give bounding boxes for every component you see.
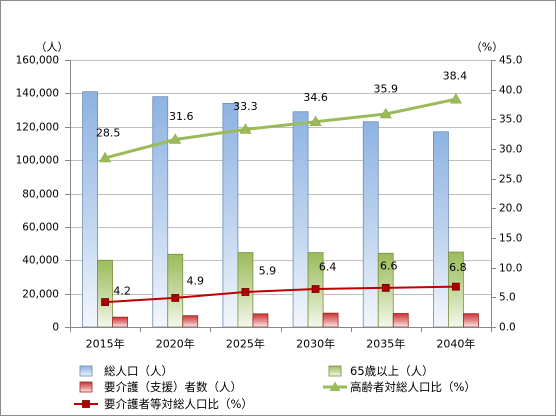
x-axis-label-2015: 2015年	[86, 337, 125, 351]
line-series	[99, 93, 462, 306]
y-axis-tick-label: 20,000	[22, 289, 59, 301]
legend-label-total-population: 総人口（人）	[104, 364, 173, 378]
line-care-needed-ratio	[105, 285, 456, 304]
legend-item-age-65-plus: 65歳以上（人）	[328, 364, 434, 378]
bar-total-population-2035	[362, 121, 379, 328]
data-label-elderly-ratio-2035: 35.9	[374, 82, 399, 95]
legend-swatch-age-65-plus	[328, 365, 342, 377]
legend-item-care-needed: 要介護（支援）者数（人）	[79, 380, 242, 394]
y2-axis-tick-label: 20.0	[499, 203, 522, 215]
legend-label-age-65-plus: 65歳以上（人）	[350, 364, 434, 378]
data-label-elderly-ratio-2025: 33.3	[233, 100, 258, 113]
y2-axis-tick-label: 45.0	[499, 55, 522, 67]
x-axis-label-2030: 2030年	[296, 337, 335, 351]
y2-axis-tick-label: 30.0	[499, 144, 522, 156]
data-label-care-needed-ratio-2020: 4.9	[187, 274, 205, 287]
legend-item-elderly-ratio: 高齢者対総人口比（%）	[323, 380, 476, 394]
point-elderly-ratio-2035	[379, 107, 392, 119]
y-axis-tick-label: 120,000	[16, 122, 59, 134]
line-elderly-ratio	[104, 97, 457, 160]
legend-label-care-needed: 要介護（支援）者数（人）	[104, 380, 242, 394]
x-axis-label-2040: 2040年	[436, 337, 475, 351]
y2-axis-unit: （%）	[471, 41, 503, 54]
gridlines	[70, 60, 491, 295]
x-axis-label-2035: 2035年	[366, 337, 405, 351]
point-care-needed-ratio-2030	[311, 285, 320, 293]
y-axis-tick-label: 160,000	[16, 55, 59, 67]
legend-label-elderly-ratio: 高齢者対総人口比（%）	[350, 380, 476, 394]
x-axis-label-2025: 2025年	[226, 337, 265, 351]
y-axis-tick-label: 100,000	[16, 155, 59, 167]
x-axis-label-2020: 2020年	[156, 337, 195, 351]
y-axis-tick-label: 80,000	[22, 189, 59, 201]
point-care-needed-ratio-2040	[452, 282, 460, 291]
bar-total-population-2020	[152, 96, 169, 328]
bar-age-65-plus-2020	[167, 253, 184, 328]
legend-item-total-population: 総人口（人）	[79, 364, 173, 378]
point-care-needed-ratio-2025	[241, 288, 250, 296]
y2-axis-tick-label: 25.0	[499, 174, 522, 186]
point-elderly-ratio-2040	[449, 93, 462, 104]
y-axis-tick-label: 60,000	[22, 222, 59, 234]
data-label-care-needed-ratio-2025: 5.9	[259, 264, 277, 277]
legend-swatch-total-population	[79, 365, 93, 377]
data-labels: 28.5 31.6 33.3 34.6 35.9 38.4 4.2 4.9 5.9 6.4 6.6 6…	[96, 70, 467, 298]
bar-care-needed-2025	[252, 313, 269, 328]
y2-axis-tick-label: 40.0	[499, 85, 522, 97]
point-care-needed-ratio-2020	[171, 294, 180, 302]
bar-age-65-plus-2015	[97, 259, 113, 328]
data-label-care-needed-ratio-2040: 6.8	[449, 261, 467, 274]
bar-care-needed-2035	[392, 313, 409, 328]
legend-swatch-care-needed	[79, 381, 93, 393]
y2-axis-tick-label: 0.0	[499, 322, 516, 334]
bar-care-needed-2020	[182, 315, 199, 328]
y-axis-tick-label: 0	[52, 322, 59, 334]
legend-marker-care-needed-ratio	[82, 400, 90, 408]
y2-axis-tick-label: 5.0	[499, 292, 516, 304]
data-label-care-needed-ratio-2035: 6.6	[380, 259, 398, 272]
bar-care-needed-2040	[463, 313, 479, 328]
legend: 総人口（人） 65歳以上（人） 要介護（支援）者数（人） 高齢者対総人口比（%）…	[74, 364, 476, 411]
bar-total-population-2030	[292, 111, 309, 328]
data-label-elderly-ratio-2030: 34.6	[303, 91, 328, 104]
axes: 0 20,000 40,000 60,000 80,000 100,000 120,000 1…	[16, 55, 523, 351]
y2-axis-tick-label: 10.0	[499, 263, 522, 275]
y2-axis-tick-label: 15.0	[499, 233, 522, 245]
point-elderly-ratio-2020	[169, 133, 182, 144]
point-elderly-ratio-2025	[239, 123, 252, 134]
bar-total-population-2040	[433, 131, 449, 328]
y2-axis-tick-label: 35.0	[499, 114, 522, 126]
bar-care-needed-2015	[112, 316, 128, 328]
legend-item-care-needed-ratio: 要介護者等対総人口比（%）	[74, 397, 253, 411]
bar-care-needed-2030	[322, 312, 339, 328]
data-label-care-needed-ratio-2030: 6.4	[319, 261, 337, 274]
y-axis-tick-label: 40,000	[22, 255, 59, 267]
data-label-elderly-ratio-2040: 38.4	[443, 70, 468, 83]
point-elderly-ratio-2030	[309, 115, 322, 127]
bar-series	[82, 91, 479, 328]
point-care-needed-ratio-2035	[381, 283, 390, 292]
y-axis-unit: （人）	[36, 41, 69, 54]
point-elderly-ratio-2015	[99, 151, 112, 163]
data-label-elderly-ratio-2020: 31.6	[169, 110, 194, 123]
legend-marker-elderly-ratio	[329, 381, 341, 391]
data-label-elderly-ratio-2015: 28.5	[96, 126, 121, 139]
legend-label-care-needed-ratio: 要介護者等対総人口比（%）	[104, 397, 253, 411]
point-care-needed-ratio-2015	[101, 298, 109, 306]
data-label-care-needed-ratio-2015: 4.2	[113, 285, 131, 298]
y-axis-tick-label: 140,000	[16, 88, 59, 100]
